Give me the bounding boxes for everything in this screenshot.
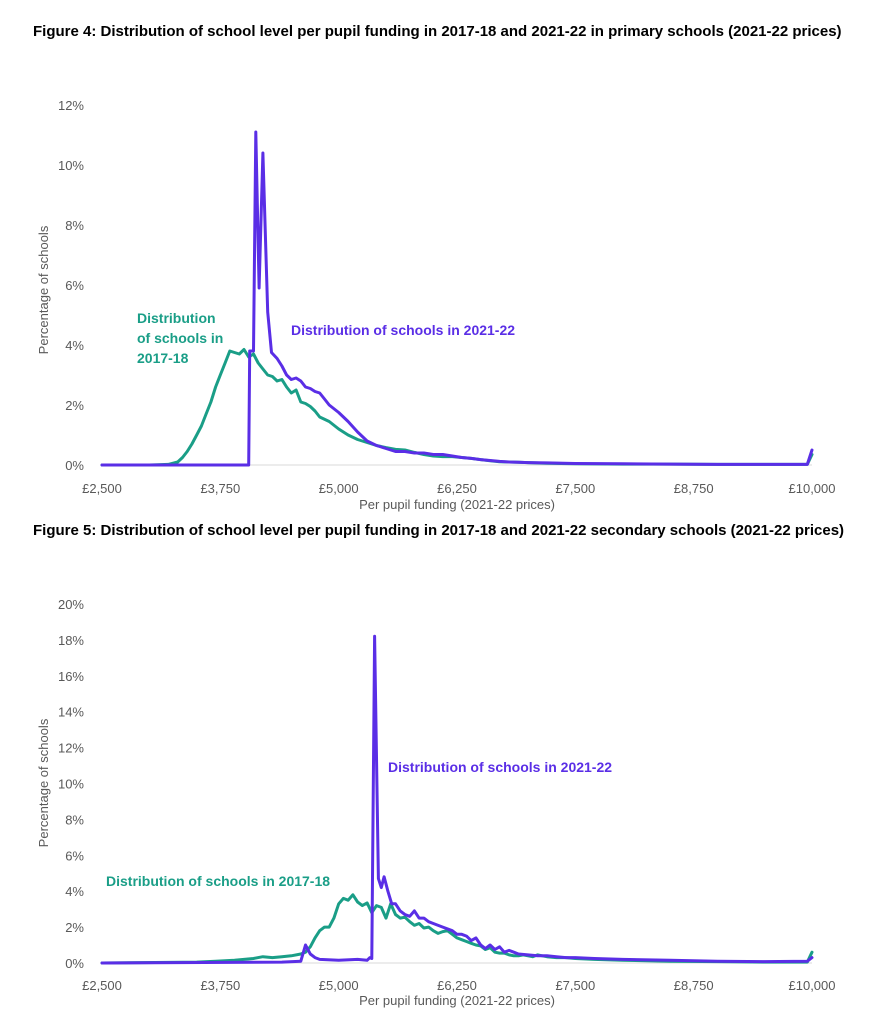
x-axis-title: Per pupil funding (2021-22 prices) (359, 497, 555, 512)
y-tick-label: 2% (65, 398, 84, 413)
y-axis-title: Percentage of schools (36, 718, 51, 847)
annotation-2017: 2017-18 (137, 350, 189, 366)
y-tick-label: 18% (58, 633, 84, 648)
series-line-2021 (100, 634, 814, 965)
x-tick-label: £7,500 (555, 481, 595, 496)
y-tick-label: 0% (65, 956, 84, 971)
y-tick-label: 8% (65, 812, 84, 827)
y-tick-label: 10% (58, 777, 84, 792)
x-tick-label: £6,250 (437, 978, 477, 993)
y-tick-label: 12% (58, 98, 84, 113)
y-tick-label: 16% (58, 669, 84, 684)
y-tick-label: 4% (65, 338, 84, 353)
annotation-2021: Distribution of schools in 2021-22 (388, 759, 612, 775)
x-tick-label: £10,000 (789, 978, 836, 993)
x-tick-label: £8,750 (674, 978, 714, 993)
figure-4-title: Figure 4: Distribution of school level p… (33, 23, 842, 40)
x-tick-label: £3,750 (200, 978, 240, 993)
annotation-2021: Distribution of schools in 2021-22 (291, 322, 515, 338)
y-tick-label: 6% (65, 278, 84, 293)
x-tick-label: £2,500 (82, 481, 122, 496)
x-tick-label: £7,500 (555, 978, 595, 993)
annotation-2017: Distribution (137, 310, 216, 326)
annotation-2017: of schools in (137, 330, 223, 346)
x-tick-label: £5,000 (319, 481, 359, 496)
y-tick-label: 20% (58, 597, 84, 612)
y-tick-label: 6% (65, 848, 84, 863)
x-tick-label: £10,000 (789, 481, 836, 496)
x-tick-label: £8,750 (674, 481, 714, 496)
annotation-2017: Distribution of schools in 2017-18 (106, 873, 330, 889)
x-tick-label: £5,000 (319, 978, 359, 993)
figure-5-title: Figure 5: Distribution of school level p… (33, 522, 845, 539)
x-axis-title: Per pupil funding (2021-22 prices) (359, 993, 555, 1008)
y-tick-label: 0% (65, 458, 84, 473)
y-axis-title: Percentage of schools (36, 225, 51, 354)
x-tick-label: £3,750 (200, 481, 240, 496)
y-tick-label: 10% (58, 158, 84, 173)
x-tick-label: £6,250 (437, 481, 477, 496)
series-line-2021 (100, 130, 814, 467)
y-tick-label: 4% (65, 884, 84, 899)
series-line-2017 (100, 893, 814, 965)
y-tick-label: 2% (65, 920, 84, 935)
y-tick-label: 8% (65, 218, 84, 233)
x-tick-label: £2,500 (82, 978, 122, 993)
y-tick-label: 14% (58, 705, 84, 720)
y-tick-label: 12% (58, 741, 84, 756)
